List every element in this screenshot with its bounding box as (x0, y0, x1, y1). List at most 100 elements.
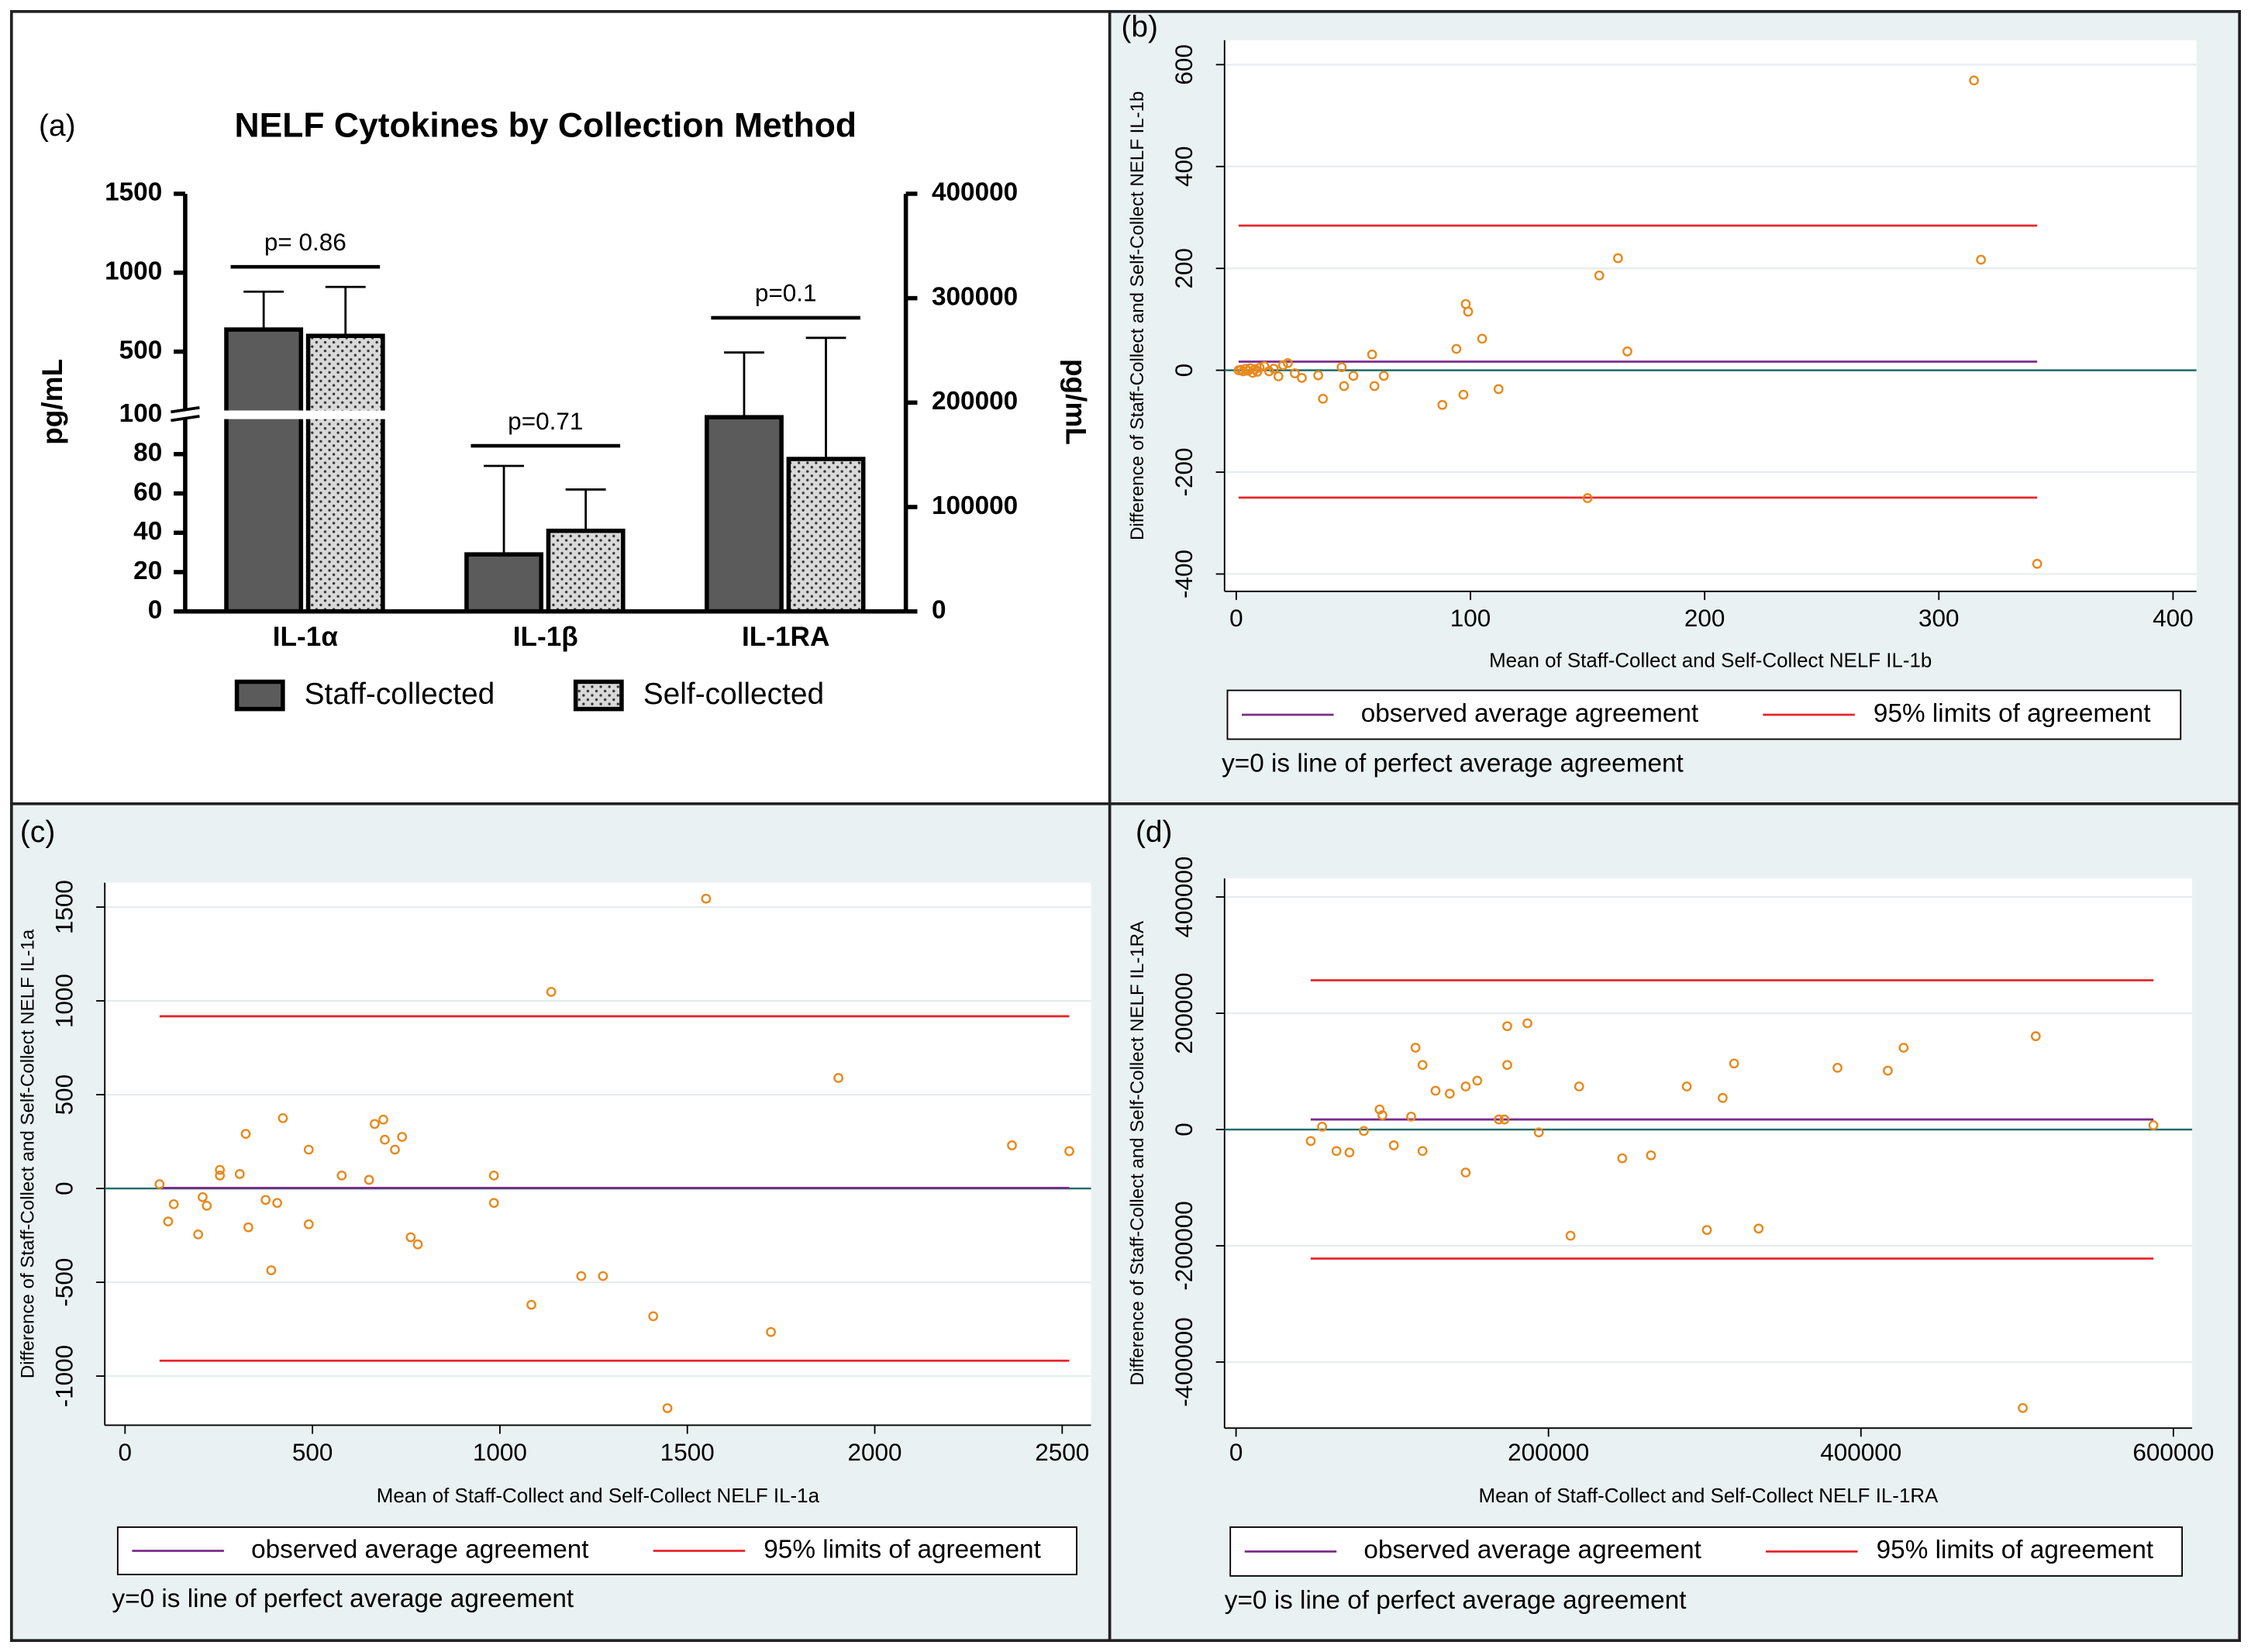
point (198, 1192, 208, 1202)
point (193, 1229, 204, 1240)
y-tick-label: 500 (51, 1074, 78, 1116)
point (1976, 254, 1987, 265)
point (1273, 371, 1284, 381)
p-value-annotation: p= 0.86 (264, 229, 346, 256)
y-tick-label: 20 (133, 557, 162, 585)
point (266, 1265, 277, 1275)
y-tick-label: 200000 (1170, 973, 1198, 1054)
point (412, 1239, 423, 1250)
x-tick-label: 500 (292, 1439, 333, 1466)
point (378, 1114, 388, 1125)
point (303, 1219, 314, 1230)
panel-label: (b) (1121, 10, 1158, 43)
p-value-annotation: p=0.1 (755, 280, 817, 307)
point (380, 1134, 390, 1145)
plot-area (105, 882, 1091, 1426)
point (1344, 1147, 1355, 1158)
y-tick-label: 400 (1170, 147, 1198, 188)
legend-box (116, 1526, 1077, 1575)
legend-label: 95% limits of agreement (1874, 699, 2151, 728)
y-tick-label: -200000 (1170, 1201, 1198, 1290)
point (1339, 381, 1350, 391)
x-tick-label: IL-1RA (742, 622, 829, 652)
point (526, 1299, 536, 1310)
bar (224, 327, 304, 614)
point (154, 1179, 165, 1189)
x-axis-title: Mean of Staff-Collect and Self-Collect N… (377, 1485, 820, 1507)
point (488, 1170, 499, 1181)
point (662, 1403, 673, 1413)
point (1522, 1018, 1532, 1029)
legend-label: observed average agreement (1363, 1536, 1701, 1564)
point (1388, 1140, 1399, 1150)
point (1064, 1146, 1074, 1157)
point (390, 1144, 400, 1155)
x-tick-label: 300 (1918, 605, 1960, 632)
point (1437, 399, 1448, 410)
point (1898, 1043, 1909, 1053)
point (1472, 1075, 1483, 1086)
point (215, 1164, 226, 1175)
note: y=0 is line of perfect average agreement (1222, 750, 1684, 778)
axis-break-band (220, 410, 307, 419)
point (2018, 1402, 2028, 1413)
y2-tick-label: 200000 (932, 387, 1018, 416)
y-tick-label: 1000 (51, 974, 78, 1028)
point (1290, 368, 1300, 378)
y-tick-label: -1000 (51, 1345, 78, 1407)
point (303, 1144, 314, 1155)
point (1377, 1110, 1387, 1120)
y-tick-label: 1500 (105, 178, 162, 207)
point (1240, 364, 1251, 374)
point (1582, 493, 1593, 503)
point (1007, 1140, 1017, 1150)
plot-area (1224, 40, 2197, 591)
panel-label: (d) (1136, 816, 1173, 849)
point (272, 1198, 283, 1209)
point (598, 1271, 608, 1281)
x-tick-label: IL-1α (273, 622, 339, 652)
point (1430, 1085, 1441, 1096)
x-tick-label: 0 (119, 1439, 133, 1466)
point (1378, 371, 1389, 381)
y-tick-label: 400000 (1170, 857, 1198, 938)
point (1533, 1127, 1544, 1138)
point (1499, 1114, 1510, 1125)
point (1331, 1146, 1342, 1157)
point (1646, 1150, 1656, 1161)
axis-break-gap (167, 410, 203, 419)
point (1502, 1060, 1512, 1071)
point (1417, 1060, 1428, 1071)
point (1417, 1146, 1428, 1157)
point (1565, 1230, 1576, 1241)
point (1622, 346, 1632, 357)
legend-label: observed average agreement (251, 1535, 589, 1564)
x-axis-title: Mean of Staff-Collect and Self-Collect N… (1489, 650, 1932, 671)
panel-label: (c) (20, 816, 55, 849)
point (1718, 1092, 1728, 1103)
x-tick-label: 400000 (1820, 1439, 1901, 1466)
y-axis-title: Difference of Staff-Collect and Self-Col… (17, 929, 38, 1378)
note: y=0 is line of perfect average agreement (1225, 1586, 1687, 1615)
y-tick-label: 1000 (105, 257, 162, 286)
point (2148, 1120, 2159, 1130)
point (1297, 373, 1307, 383)
x-tick-label: 100 (1450, 605, 1491, 632)
point (1305, 1136, 1316, 1147)
point (1367, 349, 1377, 360)
y-tick-label: 0 (1170, 364, 1198, 378)
point (1250, 364, 1260, 374)
plot-area (1224, 878, 2193, 1429)
y-tick-label: 0 (148, 596, 163, 625)
point (234, 1169, 245, 1179)
y-tick-label: 0 (1170, 1123, 1198, 1136)
point (576, 1271, 587, 1281)
point (1494, 1114, 1504, 1125)
point (336, 1170, 347, 1181)
y-tick-label: -400 (1170, 550, 1198, 598)
point (1832, 1063, 1843, 1073)
y-tick-label: 0 (51, 1181, 78, 1195)
point (766, 1326, 776, 1337)
